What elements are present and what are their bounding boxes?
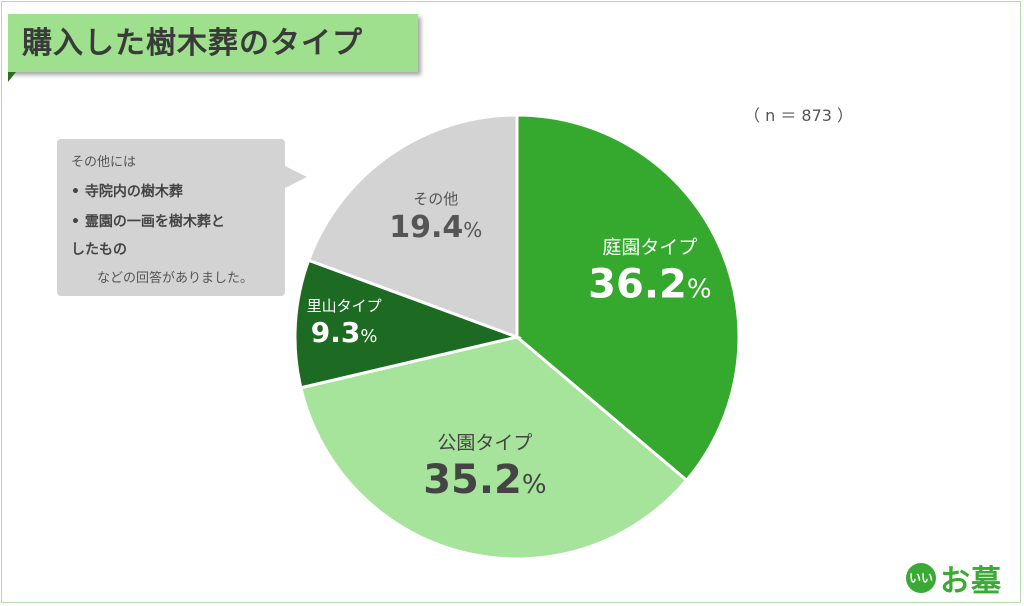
pie-slice-sonota (306, 113, 519, 340)
pie-slice-koen (299, 335, 689, 561)
callout-tail (285, 166, 307, 188)
title-band-fold (8, 72, 16, 82)
logo-badge: いい (906, 563, 936, 593)
slice-label-teien: 庭園タイプ (602, 236, 697, 258)
pie-slice-teien (515, 113, 741, 483)
slice-label-satoyama: 里山タイプ (307, 297, 382, 315)
callout-item: • 寺院内の樹木葬 (71, 184, 183, 200)
sample-size-label: （ n ＝ 873 ） (744, 106, 854, 125)
slice-label-sonota: その他 (413, 190, 458, 208)
callout-item: したもの (71, 242, 127, 258)
logo-text: お墓 (940, 564, 1002, 599)
other-callout: その他には • 寺院内の樹木葬 • 霊園の一画を樹木葬と したもの などの回答が… (57, 139, 285, 296)
callout-footer: などの回答がありました。 (97, 271, 254, 286)
callout-item: • 霊園の一画を樹木葬と (71, 214, 225, 230)
title-band (8, 14, 418, 72)
chart-title: 購入した樹木葬のタイプ (22, 26, 363, 61)
slice-value-koen: 35.2% (423, 457, 546, 503)
slice-value-satoyama: 9.3% (311, 316, 378, 349)
callout-heading: その他には (71, 155, 137, 170)
slice-label-koen: 公園タイプ (437, 432, 532, 454)
pie-slice-satoyama (293, 258, 523, 390)
slice-value-sonota: 19.4% (389, 210, 482, 245)
slice-value-teien: 36.2% (588, 261, 711, 307)
